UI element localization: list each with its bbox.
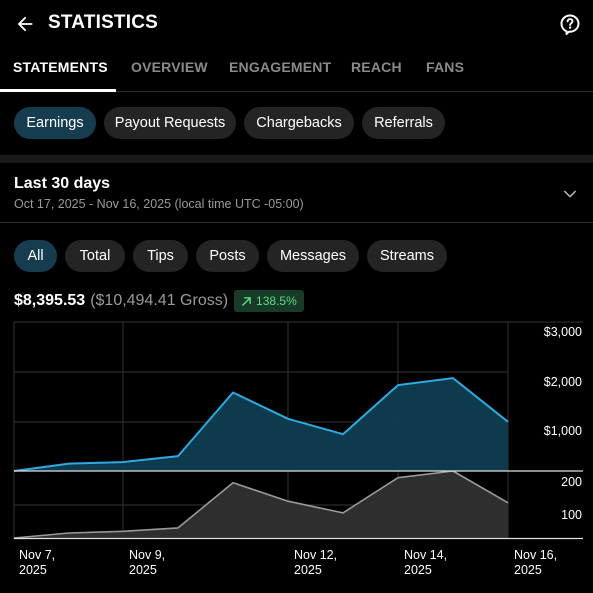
- change-badge: 138.5%: [234, 290, 304, 312]
- chip-earnings[interactable]: Earnings: [14, 107, 96, 139]
- x-tick-label: Nov 16, 2025: [514, 548, 557, 577]
- earnings-summary: $8,395.53 ($10,494.41 Gross) 138.5%: [14, 289, 304, 313]
- tab-engagement[interactable]: ENGAGEMENT: [229, 59, 332, 75]
- y-tick-label: $3,000: [544, 325, 582, 339]
- x-tick-label: Nov 9, 2025: [129, 548, 165, 577]
- date-range-subtitle: Oct 17, 2025 - Nov 16, 2025 (local time …: [14, 197, 304, 211]
- y-tick-label: 200: [561, 475, 582, 489]
- net-earnings: $8,395.53: [14, 292, 86, 309]
- help-button[interactable]: [558, 12, 582, 36]
- earnings-area: [14, 378, 508, 471]
- filter-tips[interactable]: Tips: [133, 240, 188, 272]
- tab-reach[interactable]: REACH: [351, 59, 402, 75]
- active-tab-indicator: [0, 89, 116, 92]
- filter-all[interactable]: All: [14, 240, 57, 272]
- help-icon: [560, 14, 580, 35]
- chip-payout-requests[interactable]: Payout Requests: [104, 107, 236, 139]
- page-title: STATISTICS: [48, 12, 159, 33]
- y-tick-label: $2,000: [544, 375, 582, 389]
- date-range-selector[interactable]: Last 30 days Oct 17, 2025 - Nov 16, 2025…: [0, 163, 593, 223]
- filter-total[interactable]: Total: [65, 240, 125, 272]
- tab-statements[interactable]: STATEMENTS: [13, 59, 108, 75]
- change-percent: 138.5%: [256, 294, 297, 308]
- filter-messages[interactable]: Messages: [267, 240, 359, 272]
- back-button[interactable]: [12, 11, 38, 37]
- tab-fans[interactable]: FANS: [426, 59, 465, 75]
- chip-chargebacks[interactable]: Chargebacks: [244, 107, 354, 139]
- count-line: [13, 470, 509, 539]
- count-area: [14, 471, 508, 538]
- arrow-left-icon: [17, 16, 33, 32]
- filter-streams[interactable]: Streams: [367, 240, 447, 272]
- x-tick-label: Nov 12, 2025: [294, 548, 337, 577]
- x-tick-label: Nov 7, 2025: [19, 548, 55, 577]
- x-axis-labels: Nov 7, 2025 Nov 9, 2025 Nov 12, 2025 Nov 14, 20…: [19, 548, 557, 577]
- statistics-tabs: STATEMENTS OVERVIEW ENGAGEMENT REACH FAN…: [0, 48, 593, 92]
- earnings-chart: $3,000 $2,000 $1,000 200 100 Nov 7, 2025N…: [13, 321, 583, 577]
- top-app-bar: STATISTICS: [0, 0, 593, 48]
- gross-earnings: ($10,494.41 Gross): [90, 292, 229, 309]
- date-range-title: Last 30 days: [14, 175, 111, 192]
- chevron-down-icon: [564, 190, 576, 198]
- filter-posts[interactable]: Posts: [196, 240, 259, 272]
- trending-up-icon: [242, 296, 251, 306]
- chip-referrals[interactable]: Referrals: [362, 107, 445, 139]
- y-tick-label: $1,000: [544, 424, 582, 438]
- section-divider: [0, 155, 593, 163]
- earnings-line: [13, 377, 509, 472]
- x-tick-label: Nov 14, 2025: [404, 548, 447, 577]
- y-tick-label: 100: [561, 508, 582, 522]
- tab-overview[interactable]: OVERVIEW: [131, 59, 208, 75]
